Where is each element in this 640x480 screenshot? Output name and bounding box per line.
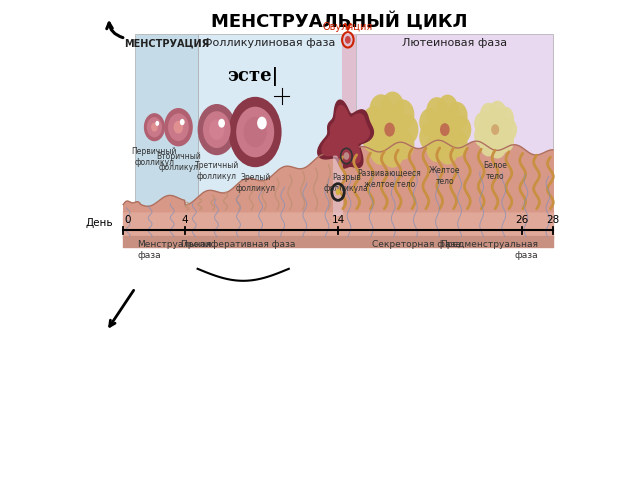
Text: Фолликулиновая фаза: Фолликулиновая фаза [204, 38, 336, 48]
Text: Желтое
тело: Желтое тело [429, 166, 461, 186]
Text: Предменструальная
фаза: Предменструальная фаза [440, 240, 538, 260]
Ellipse shape [385, 122, 395, 137]
Text: 4: 4 [181, 215, 188, 225]
Ellipse shape [156, 121, 159, 126]
Polygon shape [317, 100, 373, 168]
Text: 0: 0 [125, 215, 131, 225]
Ellipse shape [450, 116, 471, 144]
Text: Секреторная фаза: Секреторная фаза [372, 240, 460, 249]
Ellipse shape [244, 117, 267, 147]
Ellipse shape [381, 137, 404, 168]
Ellipse shape [198, 104, 236, 155]
Text: Лютеиновая фаза: Лютеиновая фаза [402, 38, 507, 48]
Text: Развивающееся
желтое тело: Развивающееся желтое тело [358, 169, 422, 189]
Ellipse shape [151, 123, 158, 132]
Ellipse shape [362, 122, 385, 153]
Text: МЕНСТРУАЛЬНЫЙ ЦИКЛ: МЕНСТРУАЛЬНЫЙ ЦИКЛ [211, 12, 467, 31]
Ellipse shape [489, 121, 502, 138]
Text: Менструальная
фаза: Менструальная фаза [138, 240, 212, 260]
Text: Первичный
фолликул: Первичный фолликул [132, 147, 177, 167]
Ellipse shape [369, 134, 392, 165]
Ellipse shape [489, 101, 506, 124]
Text: 28: 28 [546, 215, 559, 225]
Ellipse shape [440, 123, 450, 136]
Bar [135, 34, 198, 221]
Ellipse shape [257, 117, 267, 130]
Ellipse shape [480, 133, 497, 156]
Ellipse shape [173, 121, 183, 133]
Text: Вторичный
фолликул: Вторичный фолликул [156, 152, 201, 172]
Ellipse shape [491, 124, 499, 135]
Polygon shape [322, 106, 369, 163]
Ellipse shape [168, 113, 189, 141]
Ellipse shape [203, 111, 230, 148]
Text: Третичный
фолликул: Третичный фолликул [195, 161, 239, 181]
Text: День: День [85, 218, 113, 228]
Bar [356, 34, 553, 221]
Ellipse shape [446, 102, 468, 130]
Ellipse shape [345, 36, 351, 44]
Bar [342, 34, 356, 221]
Ellipse shape [489, 135, 506, 158]
Text: Белое
тело: Белое тело [483, 161, 507, 181]
Ellipse shape [391, 129, 414, 160]
Ellipse shape [362, 107, 385, 137]
Ellipse shape [419, 108, 440, 136]
Ellipse shape [474, 112, 492, 135]
Ellipse shape [335, 189, 340, 195]
Ellipse shape [147, 117, 162, 137]
Ellipse shape [426, 97, 447, 125]
Ellipse shape [497, 107, 514, 130]
Ellipse shape [164, 108, 193, 146]
Ellipse shape [381, 92, 404, 122]
Ellipse shape [446, 129, 468, 157]
Ellipse shape [396, 114, 419, 145]
Ellipse shape [419, 123, 440, 151]
Ellipse shape [209, 120, 225, 140]
Text: Разрыв
фолликула: Разрыв фолликула [324, 173, 369, 193]
Ellipse shape [369, 94, 392, 125]
Ellipse shape [144, 113, 165, 141]
Text: Зрелый
фолликул: Зрелый фолликул [236, 173, 275, 193]
Ellipse shape [474, 124, 492, 147]
Ellipse shape [426, 134, 447, 162]
Ellipse shape [218, 119, 225, 128]
Ellipse shape [500, 118, 517, 141]
Ellipse shape [344, 152, 349, 160]
Text: МЕНСТРУАЦИЯ: МЕНСТРУАЦИЯ [124, 38, 209, 48]
Bar [333, 134, 343, 216]
Ellipse shape [480, 103, 497, 126]
Ellipse shape [381, 119, 398, 141]
Ellipse shape [180, 119, 185, 125]
Ellipse shape [229, 97, 282, 167]
Text: Овуляция: Овуляция [323, 22, 373, 32]
Ellipse shape [437, 95, 458, 123]
Bar [198, 34, 342, 221]
Text: 14: 14 [332, 215, 344, 225]
Ellipse shape [437, 136, 458, 165]
Ellipse shape [236, 107, 274, 157]
Text: Пролиферативная фаза: Пролиферативная фаза [181, 240, 296, 249]
Text: 26: 26 [515, 215, 529, 225]
Ellipse shape [391, 99, 414, 130]
Text: эстe|: эстe| [227, 67, 278, 86]
Ellipse shape [497, 129, 514, 153]
Ellipse shape [437, 120, 452, 140]
